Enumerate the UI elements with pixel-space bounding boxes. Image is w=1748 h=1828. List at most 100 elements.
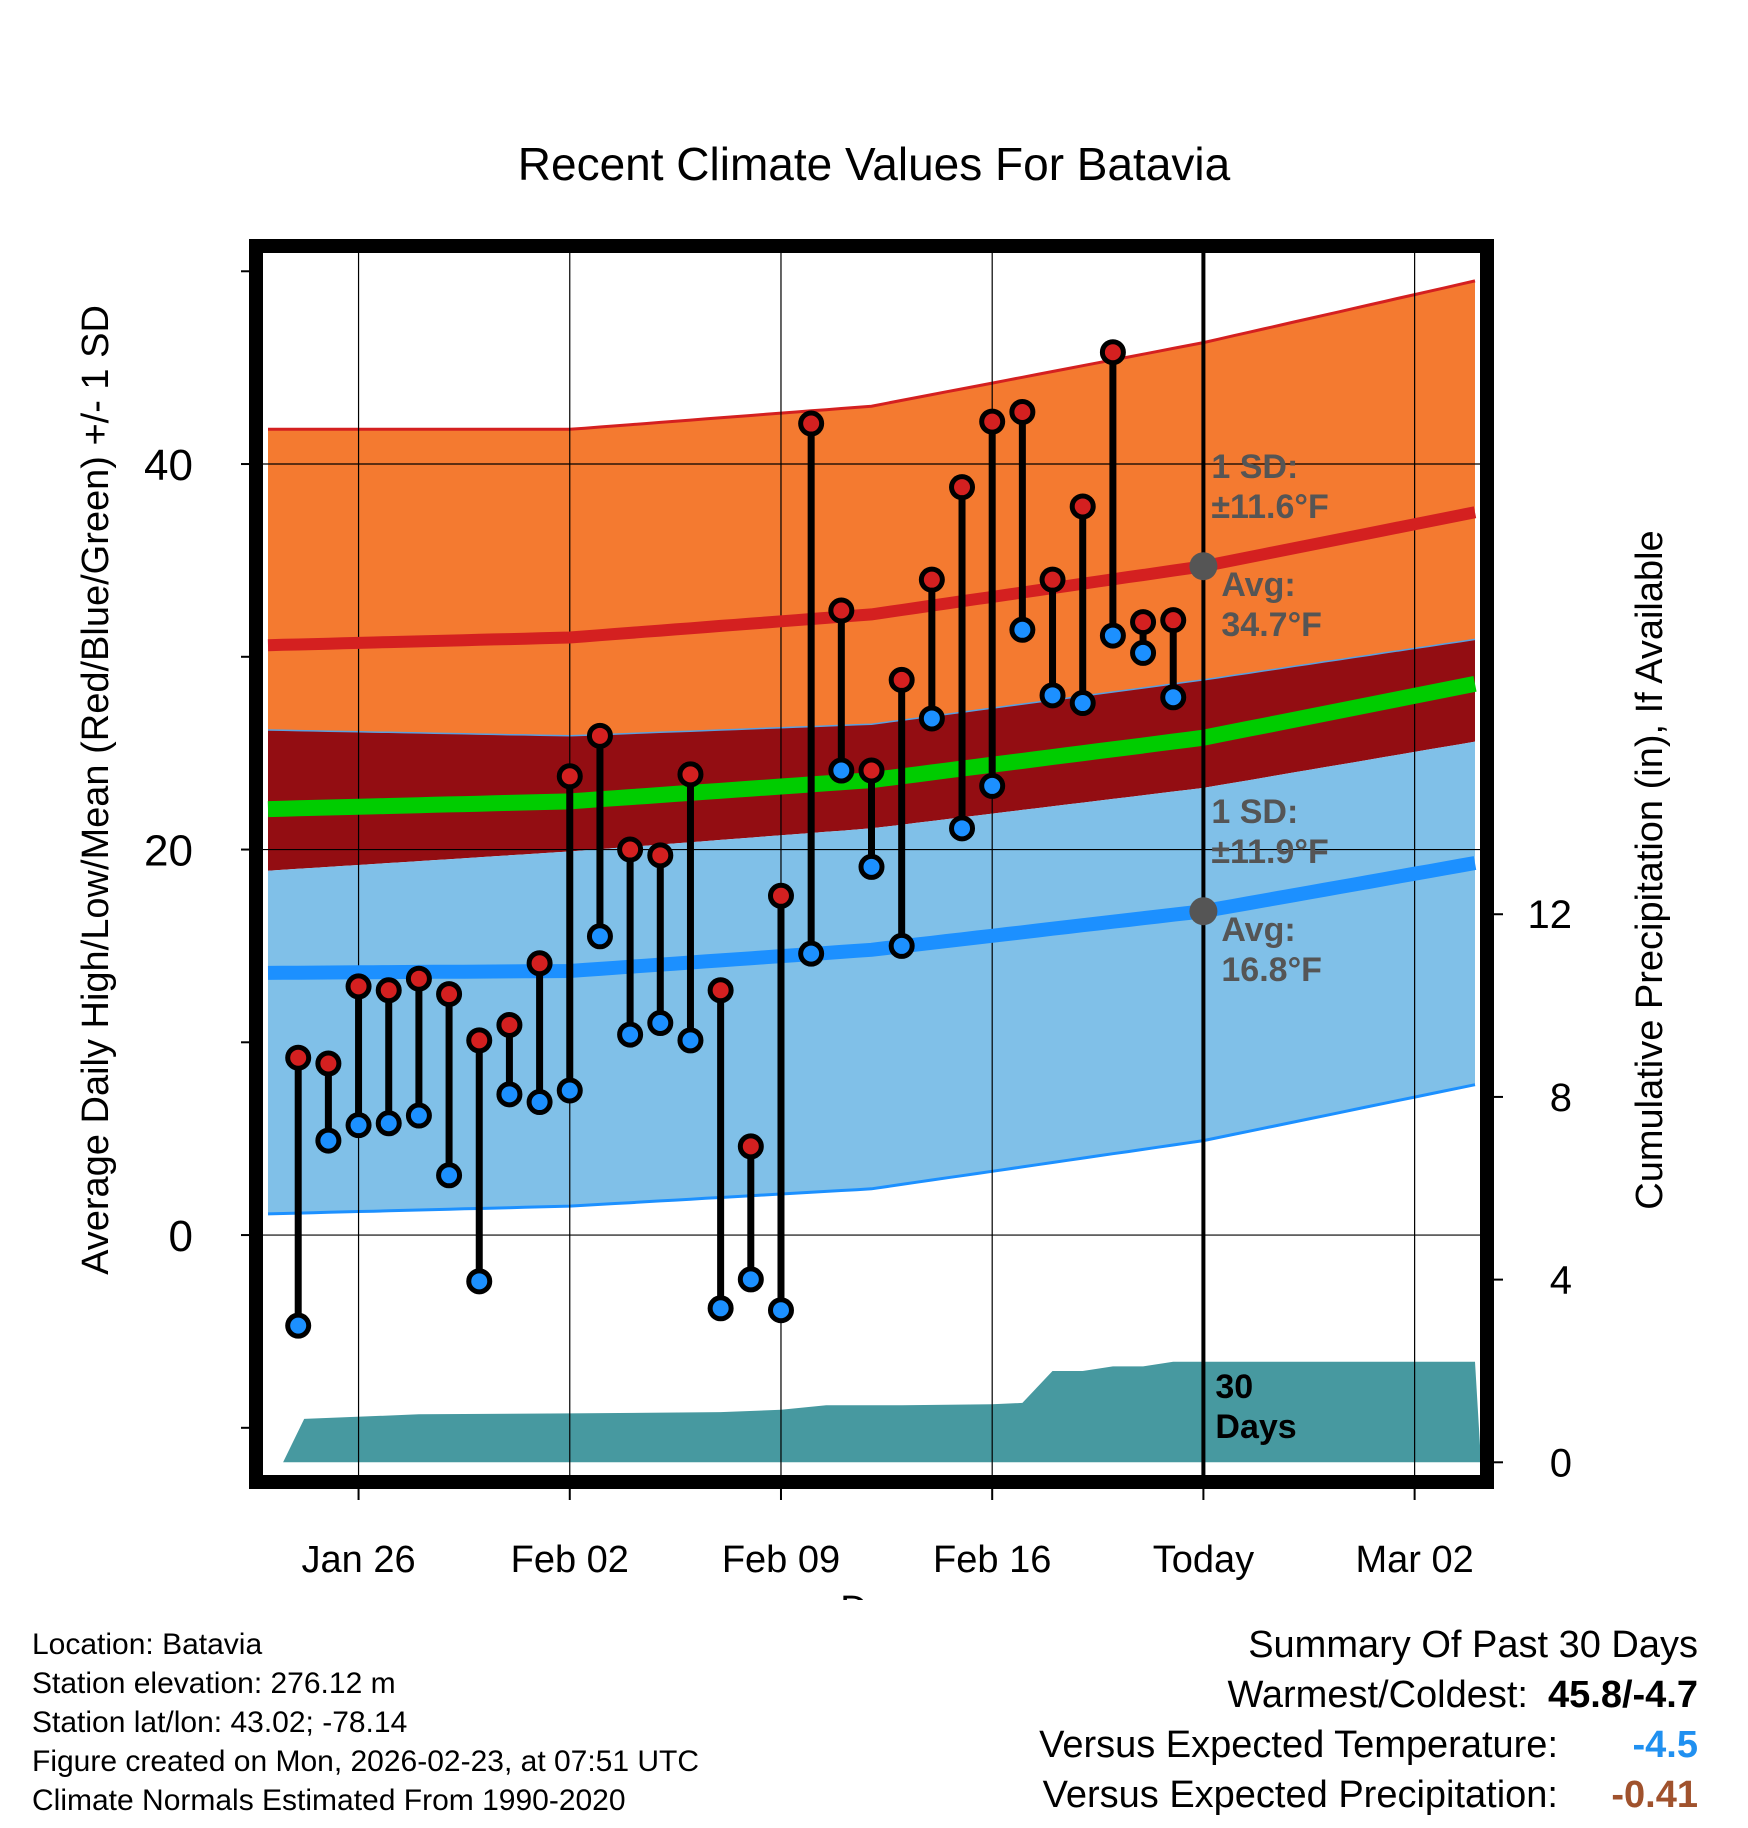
low-lower-edge: [267, 1083, 1476, 1216]
x-tick-label: Jan 26: [302, 1539, 416, 1581]
precip-days-number: 30: [1215, 1368, 1253, 1406]
daily-low-point: [647, 1010, 674, 1037]
summary-panel: Summary Of Past 30 Days Warmest/Coldest:…: [798, 1620, 1698, 1820]
normal-low-line: [267, 856, 1477, 980]
daily-high-point: [949, 474, 976, 501]
daily-low-point: [798, 940, 825, 967]
daily-high-point: [285, 1044, 312, 1071]
x-tick-label: Feb 09: [722, 1539, 840, 1581]
daily-low-point: [556, 1077, 583, 1104]
high-avg-marker: [1189, 552, 1218, 581]
y2-tick-label: 8: [1550, 1076, 1572, 1120]
daily-low-point: [707, 1295, 734, 1322]
daily-high-point: [647, 842, 674, 869]
daily-low-point: [677, 1027, 704, 1054]
daily-high-point: [1039, 566, 1066, 593]
daily-high-point: [375, 977, 402, 1004]
summary-temperature: Versus Expected Temperature: -4.5: [798, 1720, 1698, 1770]
plot-frame: [249, 239, 1494, 1489]
y2-axis-label: Cumulative Precipitation (in), If Availa…: [1629, 530, 1671, 1209]
low-sd-value: ±11.9°F: [1211, 833, 1328, 871]
daily-high-point: [979, 408, 1006, 435]
daily-high-point: [918, 566, 945, 593]
daily-high-point: [345, 973, 372, 1000]
daily-low-point: [858, 853, 885, 880]
daily-high-point: [1160, 607, 1187, 634]
warmest-coldest-value: 45.8/-4.7: [1548, 1674, 1698, 1716]
temperature-departure-label: Versus Expected Temperature:: [1039, 1724, 1558, 1766]
station-latlon: Station lat/lon: 43.02; -78.14: [32, 1706, 408, 1739]
daily-low-point: [345, 1112, 372, 1139]
daily-high-point: [1099, 339, 1126, 366]
station-location: Location: Batavia: [32, 1628, 263, 1661]
daily-low-point: [1160, 684, 1187, 711]
daily-low-point: [375, 1110, 402, 1137]
high-sd-value: ±11.6°F: [1211, 488, 1328, 526]
x-tick-label: Today: [1153, 1539, 1254, 1581]
high-sd-label: 1 SD:: [1211, 448, 1298, 486]
high-upper-edge: [268, 279, 1476, 431]
y2-tick-label: 4: [1550, 1259, 1572, 1303]
x-tick-label: Feb 16: [933, 1539, 1051, 1581]
daily-low-point: [828, 757, 855, 784]
daily-high-point: [436, 981, 463, 1008]
x-axis-label: Day: [840, 1589, 908, 1600]
daily-low-point: [586, 923, 613, 950]
low-avg-value: 16.8°F: [1221, 951, 1322, 989]
daily-low-point: [888, 932, 915, 959]
low-avg-marker: [1189, 897, 1218, 926]
chart-title: Recent Climate Values For Batavia: [518, 138, 1231, 190]
daily-low-point: [285, 1312, 312, 1339]
daily-high-point: [767, 882, 794, 909]
high-avg-value: 34.7°F: [1221, 606, 1322, 644]
daily-high-point: [466, 1027, 493, 1054]
daily-high-point: [1009, 398, 1036, 425]
daily-low-point: [979, 772, 1006, 799]
daily-low-point: [1130, 639, 1157, 666]
y2-tick-label: 0: [1550, 1441, 1572, 1485]
summary-title: Summary Of Past 30 Days: [1248, 1624, 1698, 1666]
daily-low-point: [617, 1021, 644, 1048]
cumulative-precipitation-area: [283, 1361, 1482, 1463]
y-tick-label: 20: [144, 827, 193, 876]
daily-high-point: [556, 763, 583, 790]
daily-low-point: [436, 1162, 463, 1189]
summary-warmest-coldest: Warmest/Coldest: 45.8/-4.7: [798, 1670, 1698, 1720]
daily-high-point: [1069, 493, 1096, 520]
climate-chart: Recent Climate Values For Batavia 1 SD:±…: [75, 138, 1671, 1600]
y-tick-label: 0: [169, 1212, 193, 1261]
daily-low-point: [767, 1297, 794, 1324]
daily-low-point: [949, 815, 976, 842]
precipitation-departure-value: -0.41: [1611, 1774, 1698, 1816]
daily-low-point: [315, 1127, 342, 1154]
daily-low-point: [1039, 682, 1066, 709]
daily-high-point: [828, 597, 855, 624]
daily-high-point: [737, 1133, 764, 1160]
daily-high-point: [888, 666, 915, 693]
daily-high-point: [315, 1050, 342, 1077]
daily-low-point: [1099, 622, 1126, 649]
daily-high-point: [496, 1011, 523, 1038]
station-info: Location: Batavia Station elevation: 276…: [32, 1625, 699, 1820]
daily-high-point: [707, 977, 734, 1004]
y-tick-label: 40: [144, 441, 193, 490]
climate-normals-period: Climate Normals Estimated From 1990-2020: [32, 1784, 626, 1817]
daily-high-point: [617, 836, 644, 863]
x-tick-label: Feb 02: [511, 1539, 629, 1581]
x-tick-label: Mar 02: [1355, 1539, 1473, 1581]
normal-high-line: [267, 506, 1477, 652]
y-axis-label: Average Daily High/Low/Mean (Red/Blue/Gr…: [75, 305, 117, 1275]
figure-created: Figure created on Mon, 2026-02-23, at 07…: [32, 1745, 700, 1778]
daily-high-point: [526, 950, 553, 977]
daily-high-point: [798, 410, 825, 437]
summary-precipitation: Versus Expected Precipitation: -0.41: [798, 1770, 1698, 1820]
precip-days-word: Days: [1215, 1408, 1296, 1446]
y2-tick-label: 12: [1528, 893, 1573, 937]
axes: 0 20 40 0 4 8 12 Jan 26 Feb 02 Feb 09 Feb 16 Today M…: [144, 239, 1573, 1581]
daily-low-point: [1069, 690, 1096, 717]
daily-high-point: [405, 965, 432, 992]
daily-low-point: [526, 1089, 553, 1116]
temperature-departure-value: -4.5: [1632, 1724, 1698, 1766]
daily-low-point: [496, 1081, 523, 1108]
